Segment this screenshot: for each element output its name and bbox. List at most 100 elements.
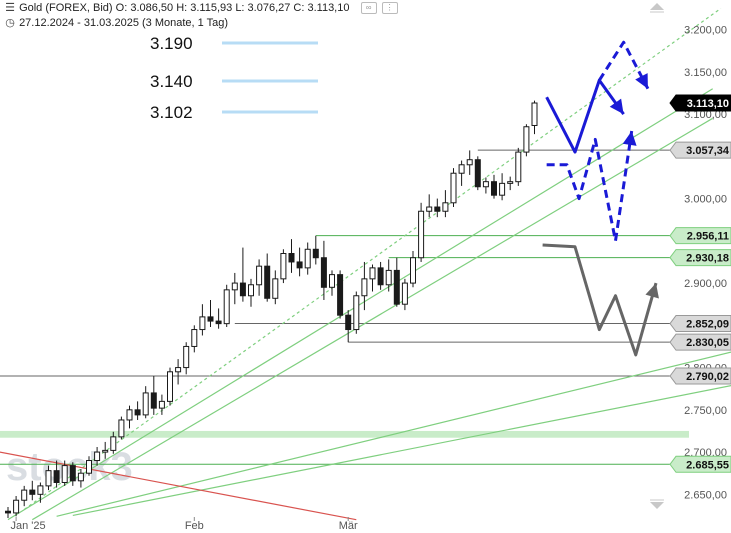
candle (77, 468, 84, 488)
y-tick-label: 2.650,00 (684, 489, 727, 501)
target-level-label-3: 3.102 (150, 103, 193, 122)
candle (167, 367, 173, 406)
candle-body (191, 329, 198, 347)
chart-type-icon[interactable]: ☰ (5, 2, 15, 14)
candle-body (94, 451, 101, 462)
candle (312, 235, 319, 265)
candle-body (482, 181, 489, 188)
candle-body (458, 164, 465, 174)
downtrend-line (0, 451, 357, 521)
candle-body (207, 316, 214, 322)
settings-icon[interactable]: ⋮ (381, 2, 398, 15)
candle-body (248, 284, 254, 297)
candle (175, 359, 182, 385)
candle-body (426, 206, 433, 212)
candle (110, 431, 117, 454)
candle-body (29, 489, 36, 495)
price-tag-label: 3.057,34 (686, 145, 730, 157)
candle-body (183, 345, 190, 369)
candle (369, 264, 376, 292)
candle-body (450, 172, 457, 204)
candle-body (142, 392, 149, 416)
y-tick-label: 3.200,00 (684, 25, 727, 37)
support-resistance-lines (0, 149, 689, 465)
candle-body (491, 181, 497, 196)
candle-body (361, 278, 368, 297)
candle-body (239, 282, 246, 297)
candle-body (5, 510, 11, 514)
candle (474, 156, 481, 191)
price-tag-7: 2.685,55 (669, 455, 731, 473)
candle (329, 270, 335, 296)
price-tag-1: 3.057,34 (669, 141, 731, 159)
target-level-label-2: 3.140 (150, 72, 193, 91)
candle-body (345, 314, 352, 331)
candle-body (418, 210, 425, 259)
candle (69, 462, 76, 486)
candle (21, 485, 28, 507)
candle (191, 325, 198, 353)
scenario-paths (542, 40, 659, 357)
date-range: 27.12.2024 - 31.03.2025 (19, 17, 139, 29)
candle (434, 198, 441, 218)
candle (264, 253, 271, 302)
chart-header: ☰ Gold (FOREX, Bid) O: 3.086,50 H: 3.115… (4, 1, 398, 15)
candle-body (134, 409, 141, 416)
candle-body (434, 206, 441, 212)
candle-body (158, 400, 165, 409)
ohlc-values: O: 3.086,50 H: 3.115,93 L: 3.076,27 C: 3… (115, 2, 350, 14)
candle (288, 239, 295, 273)
candle (134, 401, 141, 420)
candle-body (118, 419, 125, 438)
candle-body (401, 282, 408, 305)
candle (231, 272, 238, 305)
price-tag-4: 2.852,09 (669, 315, 731, 333)
price-tag-6: 2.790,02 (669, 367, 731, 385)
candle (86, 456, 92, 476)
y-tick-label: 2.750,00 (684, 405, 727, 417)
candle-body (499, 182, 506, 196)
candle (337, 270, 344, 319)
candle (531, 100, 538, 135)
candle (393, 257, 400, 307)
candle (183, 342, 190, 375)
y-tick-label: 3.000,00 (684, 194, 727, 206)
price-tag-label: 3.113,10 (687, 98, 729, 110)
price-tag-box (669, 367, 731, 385)
candle (61, 460, 68, 486)
price-tag-box (669, 227, 731, 245)
candle (515, 147, 522, 186)
candle-body (393, 269, 400, 305)
candle-body (13, 499, 20, 514)
candle-body (215, 320, 222, 325)
candle (491, 174, 497, 199)
candle-body (410, 257, 416, 284)
candle-body (223, 289, 230, 325)
candle (94, 447, 101, 466)
price-tag-box (669, 455, 731, 473)
candle (304, 242, 311, 275)
scenario-solid-blue-arrowhead (609, 98, 624, 115)
scroll-down-arrow[interactable] (650, 499, 664, 509)
candle-body (272, 278, 279, 299)
scenario-solid-blue (545, 78, 625, 154)
candle (523, 124, 530, 157)
scenario-dashed-blue-high (598, 40, 650, 90)
scroll-up-arrow[interactable] (650, 3, 664, 13)
candle-body (523, 126, 530, 153)
link-icon[interactable]: ∞ (360, 2, 377, 15)
instrument-title: Gold (FOREX, Bid) (19, 2, 113, 14)
price-tag-box (669, 94, 731, 112)
scenario-gray (542, 243, 658, 357)
candle-body (385, 269, 392, 286)
y-tick-label: 3.100,00 (684, 109, 727, 121)
candle-body (442, 202, 449, 212)
candle (418, 202, 425, 262)
candle-body (312, 248, 319, 259)
candle (199, 304, 206, 336)
candle-body (150, 392, 157, 409)
x-axis: Jan '25 Feb Mär (11, 517, 358, 532)
candle-body (175, 367, 182, 373)
price-tag-label: 2.830,05 (686, 337, 729, 349)
y-tick-label: 2.900,00 (684, 278, 727, 290)
